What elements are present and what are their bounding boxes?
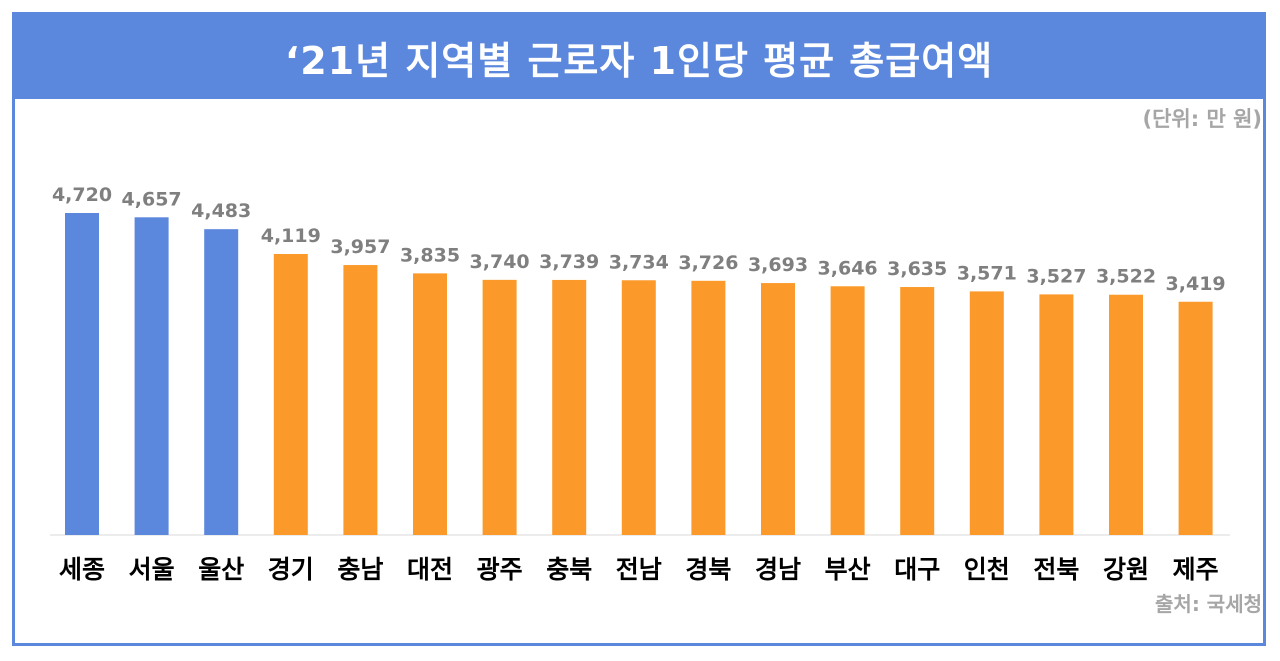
value-label-충북: 3,739 <box>539 251 599 273</box>
category-label-대구: 대구 <box>894 555 940 584</box>
value-label-대전: 3,835 <box>400 244 460 266</box>
bar-대전 <box>413 273 447 535</box>
bar-광주 <box>482 279 517 535</box>
bar-대구 <box>900 287 935 535</box>
value-label-전남: 3,734 <box>609 251 669 273</box>
bar-울산 <box>204 229 239 535</box>
category-label-제주: 제주 <box>1173 555 1219 584</box>
value-label-대구: 3,635 <box>887 258 947 280</box>
value-label-제주: 3,419 <box>1166 273 1226 295</box>
bar-경기 <box>273 254 308 535</box>
category-label-충남: 충남 <box>337 555 383 584</box>
category-label-울산: 울산 <box>198 555 244 584</box>
value-label-충남: 3,957 <box>330 236 390 258</box>
value-label-부산: 3,646 <box>818 257 878 279</box>
title-banner: ‘21년 지역별 근로자 1인당 평균 총급여액 <box>15 15 1263 99</box>
bar-부산 <box>830 286 865 535</box>
category-label-서울: 서울 <box>129 555 175 584</box>
category-label-인천: 인천 <box>964 555 1010 584</box>
value-label-전북: 3,527 <box>1026 265 1086 287</box>
category-label-세종: 세종 <box>59 555 105 584</box>
bar-충북 <box>552 279 587 535</box>
chart-title: ‘21년 지역별 근로자 1인당 평균 총급여액 <box>284 38 994 83</box>
bar-경북 <box>691 280 726 535</box>
unit-note: (단위: 만 원) <box>1142 107 1263 131</box>
category-label-전남: 전남 <box>616 555 662 584</box>
category-label-부산: 부산 <box>825 555 871 584</box>
bar-제주 <box>1178 301 1213 535</box>
category-label-충북: 충북 <box>546 555 592 584</box>
bar-충남 <box>343 265 378 535</box>
value-label-강원: 3,522 <box>1096 266 1156 288</box>
category-label-경기: 경기 <box>268 555 314 584</box>
value-label-인천: 3,571 <box>957 262 1017 284</box>
category-label-강원: 강원 <box>1103 555 1149 584</box>
source-note: 출처: 국세청 <box>1155 592 1262 616</box>
bar-강원 <box>1109 294 1143 535</box>
value-label-울산: 4,483 <box>191 200 251 222</box>
bar-세종 <box>65 213 99 535</box>
value-label-세종: 4,720 <box>52 184 112 206</box>
bar-경남 <box>761 283 795 535</box>
category-label-대전: 대전 <box>407 555 453 584</box>
bar-전북 <box>1039 294 1074 535</box>
value-label-서울: 4,657 <box>122 188 182 210</box>
bar-인천 <box>969 291 1004 535</box>
value-label-광주: 3,740 <box>470 251 530 273</box>
category-label-경북: 경북 <box>685 555 731 584</box>
category-label-경남: 경남 <box>755 555 801 584</box>
bar-서울 <box>134 217 169 535</box>
value-label-경북: 3,726 <box>678 252 738 274</box>
bar-전남 <box>621 280 656 535</box>
category-label-광주: 광주 <box>477 555 523 584</box>
value-label-경남: 3,693 <box>748 254 808 276</box>
value-label-경기: 4,119 <box>261 225 321 247</box>
category-label-전북: 전북 <box>1033 555 1079 584</box>
